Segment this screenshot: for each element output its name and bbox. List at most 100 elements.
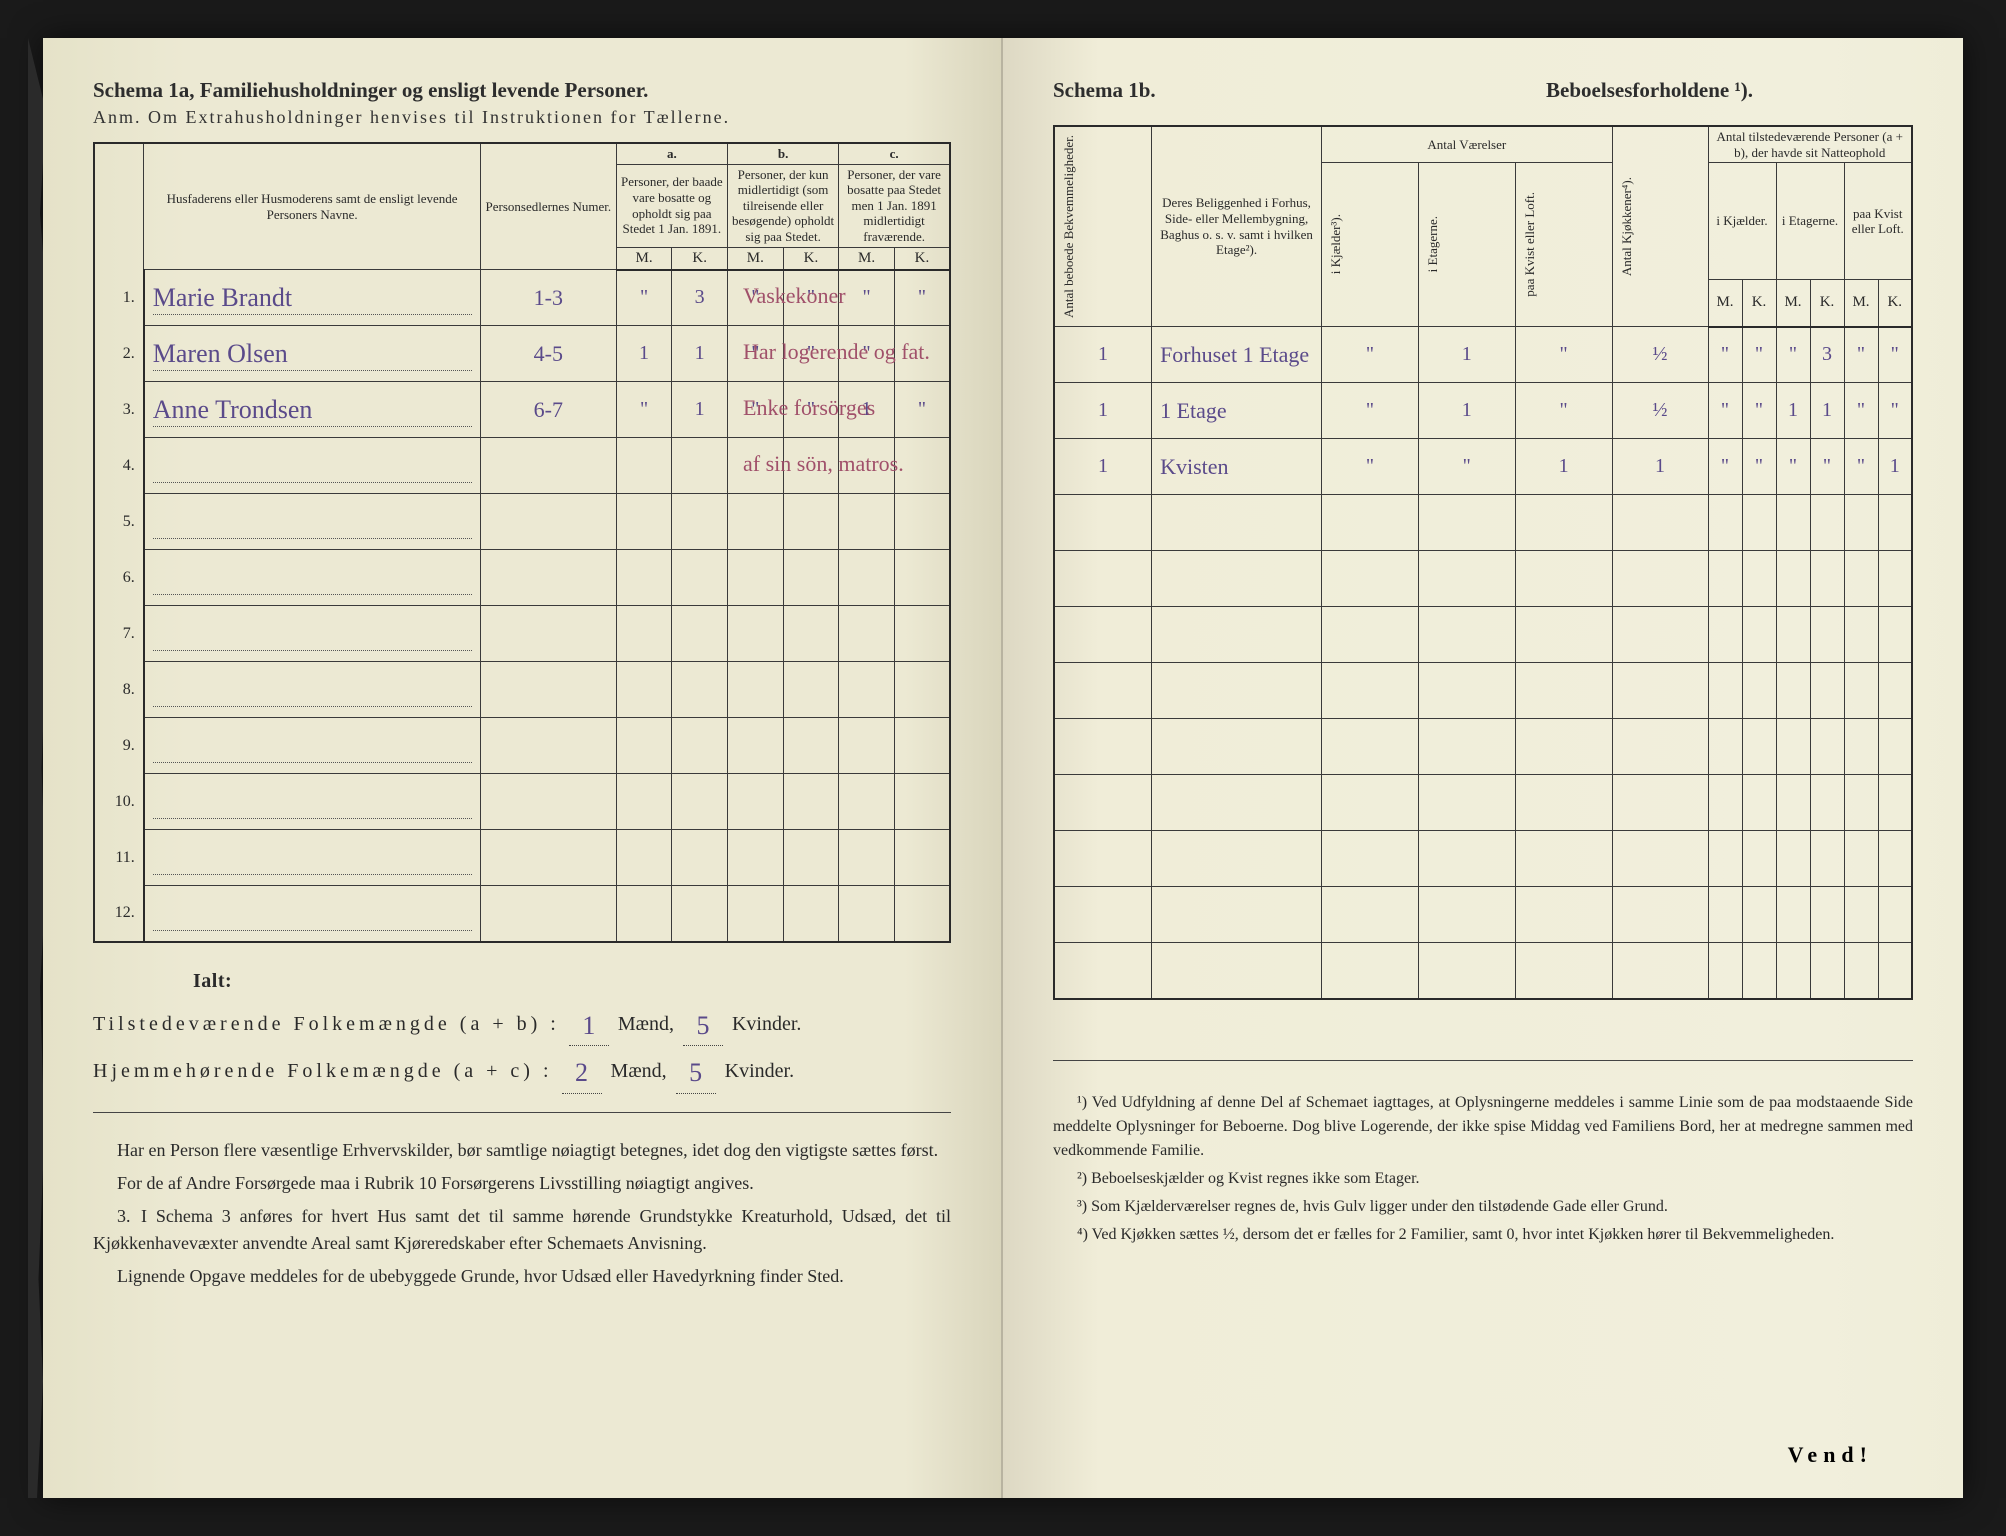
table-row [1054, 551, 1912, 607]
b-k [783, 774, 839, 830]
pk-k: " [1742, 383, 1776, 439]
hdr-k: K. [1878, 280, 1912, 327]
row-number: 3. [94, 382, 144, 438]
name-cell [144, 494, 481, 550]
footnote-4: ⁴) Ved Kjøkken sættes ½, dersom det er f… [1053, 1223, 1913, 1247]
row-number: 4. [94, 438, 144, 494]
c-m [839, 494, 895, 550]
location-cell [1152, 551, 1322, 607]
hdr-persons: Antal tilstedeværende Personer (a + b), … [1708, 126, 1912, 163]
pe-m [1776, 663, 1810, 719]
pe-k: 1 [1810, 383, 1844, 439]
pe-k: " [1810, 439, 1844, 495]
hdr-b-sub: Personer, der kun midlertidigt (som tilr… [727, 164, 838, 247]
person-numer [480, 550, 616, 606]
location-text: Forhuset 1 Etage [1160, 342, 1309, 367]
pl-m [1844, 607, 1878, 663]
pe-k [1810, 887, 1844, 943]
a-k [672, 662, 728, 718]
table-row [1054, 495, 1912, 551]
v-kvist [1515, 663, 1612, 719]
c-m [839, 662, 895, 718]
hdr-p-kvist: paa Kvist eller Loft. [1844, 163, 1912, 280]
maend-label: Mænd, [618, 1013, 674, 1035]
row-number: 1. [94, 270, 144, 326]
location-text: Kvisten [1160, 454, 1228, 479]
location-cell [1152, 887, 1322, 943]
pl-k: " [1878, 383, 1912, 439]
v-kjaelder [1322, 663, 1419, 719]
b-k [783, 550, 839, 606]
name-cell [144, 886, 481, 942]
schema-1b-title: Schema 1b. [1053, 78, 1156, 103]
person-numer [480, 606, 616, 662]
antal-bekv [1054, 663, 1152, 719]
pe-m [1776, 495, 1810, 551]
b-k [783, 718, 839, 774]
v-kjaelder [1322, 775, 1419, 831]
pl-m [1844, 719, 1878, 775]
pk-k [1742, 607, 1776, 663]
v-etage [1418, 607, 1515, 663]
c-m [839, 830, 895, 886]
b-m [727, 662, 783, 718]
page-right: Schema 1b. Beboelsesforholdene ¹). Antal… [1003, 38, 1963, 1498]
row-number: 5. [94, 494, 144, 550]
table-1b: Antal beboede Bekvemmeligheder. Deres Be… [1053, 125, 1913, 1000]
v-kjaelder: " [1322, 383, 1419, 439]
a-m [616, 718, 672, 774]
v-kjaelder: " [1322, 327, 1419, 383]
antal-bekv [1054, 607, 1152, 663]
v-etage: 1 [1418, 327, 1515, 383]
census-book: Schema 1a, Familiehusholdninger og ensli… [43, 38, 1963, 1498]
name-cell [144, 830, 481, 886]
hdr-v-kjaelder: i Kjælder³). [1326, 208, 1346, 280]
c-k [894, 774, 950, 830]
antal-bekv [1054, 719, 1152, 775]
c-k [894, 494, 950, 550]
c-m [839, 606, 895, 662]
table-row: 1Forhuset 1 Etage"1"½"""3"" [1054, 327, 1912, 383]
pk-m: " [1708, 439, 1742, 495]
pk-m [1708, 943, 1742, 999]
c-m [839, 774, 895, 830]
a-m [616, 886, 672, 942]
pe-k [1810, 495, 1844, 551]
footnote-1: ¹) Ved Udfyldning af denne Del af Schema… [1053, 1091, 1913, 1163]
a-k [672, 718, 728, 774]
location-cell: Kvisten [1152, 439, 1322, 495]
pk-m: " [1708, 383, 1742, 439]
c-k [894, 662, 950, 718]
c-k: " [894, 270, 950, 326]
hdr-numer: Personsedlernes Numer. [480, 143, 616, 270]
table-row [1054, 831, 1912, 887]
antal-bekv [1054, 775, 1152, 831]
table-row: 9. [94, 718, 950, 774]
v-etage [1418, 663, 1515, 719]
pe-m [1776, 831, 1810, 887]
hdr-k: K. [1810, 280, 1844, 327]
pl-m [1844, 943, 1878, 999]
pe-m [1776, 719, 1810, 775]
v-kjaelder [1322, 719, 1419, 775]
pk-k: " [1742, 439, 1776, 495]
a-m: " [616, 270, 672, 326]
v-kjaelder [1322, 887, 1419, 943]
hdr-k: K. [1742, 280, 1776, 327]
table-row [1054, 943, 1912, 999]
v-kvist [1515, 775, 1612, 831]
c-k [894, 550, 950, 606]
hdr-v-kvist: paa Kvist eller Loft. [1520, 186, 1540, 303]
pe-k [1810, 831, 1844, 887]
pk-k [1742, 943, 1776, 999]
person-numer: 6-7 [480, 382, 616, 438]
person-numer [480, 718, 616, 774]
table-row [1054, 719, 1912, 775]
hdr-names: Husfaderens eller Husmoderens samt de en… [144, 143, 481, 270]
b-k [783, 662, 839, 718]
b-m [727, 494, 783, 550]
a-m [616, 774, 672, 830]
v-kjaelder [1322, 943, 1419, 999]
pl-m [1844, 775, 1878, 831]
pl-k [1878, 663, 1912, 719]
